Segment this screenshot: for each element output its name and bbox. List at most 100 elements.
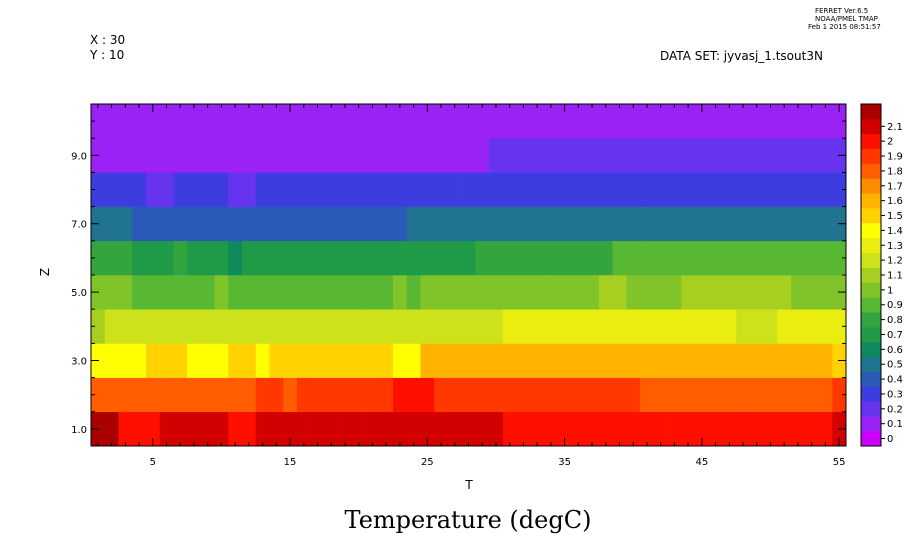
colorbar-swatch [861, 104, 881, 120]
heatmap-cell [283, 377, 298, 413]
heatmap-cell [255, 309, 270, 344]
heatmap-cell [640, 206, 696, 242]
heatmap-cell [145, 172, 174, 207]
heatmap-cell [695, 411, 710, 447]
colorbar-swatch [861, 267, 881, 283]
colorbar-swatch [861, 163, 881, 179]
heatmap-cell [91, 377, 133, 413]
colorbar-label: 0.5 [887, 360, 903, 371]
colorbar-swatch [861, 371, 881, 387]
heatmap-cell [132, 343, 147, 378]
heatmap-cell [695, 206, 833, 242]
heatmap-cell [461, 172, 847, 207]
colorbar-swatch [861, 193, 881, 209]
colorbar-swatch [861, 297, 881, 313]
colorbar-label: 1.8 [887, 166, 903, 177]
x-location-label: X : 30 [90, 33, 125, 47]
colorbar-swatch [861, 327, 881, 343]
colorbar-label: 1.4 [887, 226, 903, 237]
chart-title: Temperature (degC) [345, 506, 592, 534]
heatmap-cell [91, 240, 133, 276]
heatmap-cell [640, 377, 737, 413]
x-tick-label: 15 [284, 457, 297, 468]
heatmap-cell [255, 411, 311, 447]
heatmap-cell [393, 309, 504, 344]
colorbar-label: 1.5 [887, 211, 903, 222]
colorbar-label: 1.2 [887, 256, 903, 267]
y-tick-label: 9.0 [71, 151, 87, 162]
heatmap-cell [489, 138, 586, 173]
colorbar-label: 0.2 [887, 404, 903, 415]
heatmap-cell [132, 275, 215, 310]
x-tick-label: 25 [421, 457, 434, 468]
heatmap-cell [296, 309, 325, 344]
heatmap-cell [269, 343, 380, 378]
x-tick-label: 55 [833, 457, 846, 468]
heatmap-cell [91, 104, 847, 139]
heatmap-cell [132, 206, 202, 242]
x-tick-label: 45 [695, 457, 708, 468]
colorbar-label: 0.7 [887, 330, 903, 341]
heatmap-cell [310, 411, 339, 447]
heatmap-cell [228, 309, 257, 344]
colorbar-label: 0.4 [887, 375, 903, 386]
colorbar-swatch [861, 431, 881, 447]
heatmap-cell [736, 377, 833, 413]
heatmap-cell [187, 343, 229, 378]
heatmap-cell [104, 309, 229, 344]
heatmap-cell [145, 377, 257, 413]
colorbar-swatch [861, 416, 881, 432]
ferret-version: FERRET Ver.6.5 [815, 7, 868, 15]
heatmap-cell [132, 377, 147, 413]
heatmap-cell [228, 275, 394, 310]
heatmap-cell [681, 275, 792, 310]
colorbar-swatch [861, 118, 881, 135]
colorbar-label: 2.1 [887, 122, 903, 133]
colorbar-label: 0.6 [887, 345, 903, 356]
heatmap-cell [612, 309, 668, 344]
heatmap-cell [393, 377, 435, 413]
heatmap-cell [255, 343, 270, 378]
heatmap-cell [228, 411, 257, 447]
x-tick-label: 5 [150, 457, 156, 468]
heatmap-cell [104, 343, 133, 378]
colorbar-label: 0.8 [887, 315, 903, 326]
colorbar-swatch [861, 208, 881, 224]
heatmap-cell [365, 309, 394, 344]
colorbar-label: 0.1 [887, 419, 903, 430]
heatmap-cell [296, 377, 366, 413]
colorbar-label: 1 [887, 285, 893, 296]
y-tick-label: 5.0 [71, 288, 87, 299]
heatmap-cell [598, 275, 627, 310]
heatmap-cell [255, 172, 462, 207]
heatmap-cell [612, 240, 847, 276]
colorbar-label: 2 [887, 137, 893, 148]
heatmap-cell [791, 275, 847, 310]
colorbar-label: 1.9 [887, 152, 903, 163]
colorbar-swatch [861, 341, 881, 358]
colorbar: 0 0.1 0.2 0.3 0.4 0.5 0.6 0.7 0.8 0.9 1 1.1 1.2 1.3 1.… [860, 103, 903, 447]
heatmap-cell [118, 411, 160, 447]
y-location-label: Y : 10 [89, 48, 124, 62]
colorbar-swatch [861, 401, 881, 417]
heatmap-cell [324, 309, 366, 344]
heatmap-cell [200, 206, 243, 242]
heatmap-cell [214, 275, 229, 310]
y-tick-label: 7.0 [71, 220, 87, 231]
x-axis-ticks: 5 15 25 35 45 55 [97, 104, 846, 468]
heatmap-cell [585, 411, 668, 447]
colorbar-swatch [861, 222, 881, 239]
y-axis-title: Z [38, 268, 52, 276]
colorbar-swatch [861, 386, 881, 402]
heatmap-cell [667, 309, 737, 344]
heatmap-cell [242, 206, 408, 242]
heatmap-cell [173, 172, 229, 207]
heatmap-cell [91, 172, 147, 207]
heatmap-cell [406, 206, 641, 242]
heatmap-cell [832, 377, 847, 413]
colorbar-label: 1.6 [887, 196, 903, 207]
y-tick-label: 3.0 [71, 357, 87, 368]
heatmap-cell [667, 411, 696, 447]
heatmap-cell [502, 411, 586, 447]
heatmap-cell [420, 343, 833, 378]
